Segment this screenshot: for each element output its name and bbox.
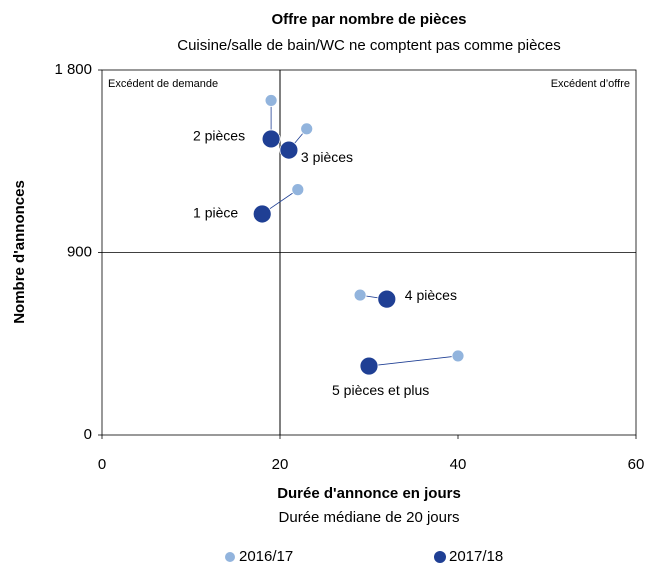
x-tick-label: 40 [450, 456, 467, 473]
chart-title: Offre par nombre de pièces [271, 11, 466, 28]
point [279, 140, 299, 160]
y-tick-label: 900 [67, 243, 92, 260]
x-axis-label: Durée d'annonce en jours [277, 485, 461, 502]
point [451, 349, 465, 363]
quadrant-label: Excédent de demande [108, 78, 218, 90]
y-axis-label: Nombre d'annonces [11, 180, 28, 324]
x-tick-label: 0 [98, 456, 106, 473]
legend-label: 2017/18 [449, 548, 503, 565]
legend-label: 2016/17 [239, 548, 293, 565]
point-label: 3 pièces [301, 149, 353, 165]
x-tick-label: 60 [628, 456, 645, 473]
y-tick-label: 1 800 [54, 61, 92, 78]
point [300, 122, 314, 136]
point-label: 2 pièces [193, 128, 245, 144]
x-tick-label: 20 [272, 456, 289, 473]
legend-marker [434, 551, 446, 563]
connector [368, 355, 459, 367]
point [291, 183, 305, 197]
quadrant-label: Excédent d’offre [551, 78, 630, 90]
point [261, 129, 281, 149]
point [252, 204, 272, 224]
chart-subtitle: Cuisine/salle de bain/WC ne comptent pas… [177, 37, 561, 54]
legend-marker [225, 552, 235, 562]
x-axis-sublabel: Durée médiane de 20 jours [279, 509, 460, 526]
point [359, 356, 379, 376]
point [353, 288, 367, 302]
y-tick-label: 0 [84, 426, 92, 443]
point-label: 5 pièces et plus [332, 382, 429, 398]
point [377, 289, 397, 309]
point-label: 4 pièces [405, 287, 457, 303]
point [264, 94, 278, 107]
point-label: 1 pièce [193, 205, 238, 221]
